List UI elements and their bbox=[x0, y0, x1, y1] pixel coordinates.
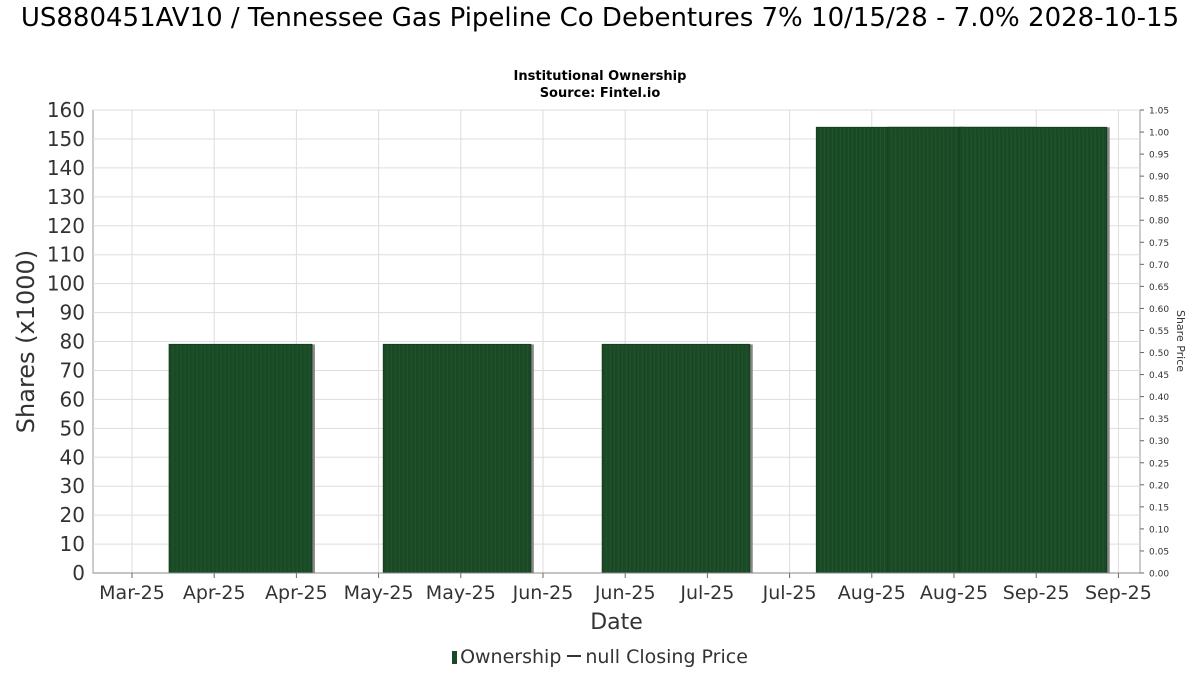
y-tick-label: 70 bbox=[60, 358, 85, 382]
y2-tick-label: 0.35 bbox=[1149, 415, 1169, 425]
y-tick-label: 90 bbox=[60, 301, 85, 325]
y2-tick-label: 0.75 bbox=[1149, 239, 1169, 249]
y2-axis-label: Share Price bbox=[1174, 310, 1187, 372]
x-tick-label: Aug-25 bbox=[920, 582, 988, 604]
y-tick-label: 80 bbox=[60, 330, 85, 354]
x-tick-label: Jul-25 bbox=[679, 582, 734, 604]
y2-tick-label: 0.50 bbox=[1149, 349, 1169, 359]
y2-tick-label: 0.55 bbox=[1149, 327, 1169, 337]
y-tick-label: 130 bbox=[47, 185, 85, 209]
x-tick-label: Sep-25 bbox=[1085, 582, 1152, 604]
y-tick-label: 10 bbox=[60, 532, 85, 556]
subtitle-line-2: Source: Fintel.io bbox=[539, 86, 661, 101]
x-tick-label: Jul-25 bbox=[762, 582, 817, 604]
y2-tick-label: 0.95 bbox=[1149, 151, 1169, 161]
y-tick-label: 60 bbox=[60, 387, 85, 411]
legend-price-swatch bbox=[567, 655, 582, 657]
y-tick-label: 150 bbox=[47, 127, 85, 151]
y-tick-label: 120 bbox=[47, 214, 85, 238]
y-tick-label: 30 bbox=[60, 474, 85, 498]
y-tick-label: 140 bbox=[47, 156, 85, 180]
y-tick-label: 50 bbox=[60, 416, 85, 440]
x-tick-label: Apr-25 bbox=[265, 582, 328, 604]
x-tick-label: Jun-25 bbox=[594, 582, 656, 604]
x-tick-label: Sep-25 bbox=[1003, 582, 1070, 604]
y-tick-label: 0 bbox=[72, 561, 85, 585]
x-tick-label: Apr-25 bbox=[183, 582, 246, 604]
y2-tick-label: 0.40 bbox=[1149, 393, 1169, 403]
y2-tick-label: 0.30 bbox=[1149, 437, 1169, 447]
ownership-bar bbox=[958, 126, 1108, 574]
x-axis-label: Date bbox=[590, 610, 643, 635]
y2-tick-label: 0.70 bbox=[1149, 261, 1169, 271]
chart-subtitle: Institutional Ownership Source: Fintel.i… bbox=[0, 68, 1200, 102]
y2-tick-label: 0.80 bbox=[1149, 217, 1169, 227]
y2-tick-label: 1.00 bbox=[1149, 129, 1169, 139]
x-tick-label: Jun-25 bbox=[512, 582, 574, 604]
y-tick-label: 20 bbox=[60, 503, 85, 527]
y-tick-label: 110 bbox=[47, 243, 85, 267]
legend-price-label: null Closing Price bbox=[585, 646, 748, 668]
y2-tick-label: 0.90 bbox=[1149, 173, 1169, 183]
y2-tick-label: 0.10 bbox=[1149, 525, 1169, 535]
y-tick-label: 40 bbox=[60, 445, 85, 469]
y2-tick-label: 0.25 bbox=[1149, 459, 1169, 469]
y-tick-label: 100 bbox=[47, 272, 85, 296]
y-tick-label: 160 bbox=[47, 98, 85, 122]
y2-tick-label: 0.60 bbox=[1149, 305, 1169, 315]
ownership-bar bbox=[601, 343, 751, 574]
y-axis-label: Shares (x1000) bbox=[12, 250, 40, 433]
ownership-bar bbox=[382, 343, 532, 574]
y2-tick-label: 0.00 bbox=[1149, 570, 1169, 580]
y2-tick-label: 0.65 bbox=[1149, 283, 1169, 293]
y2-tick-label: 0.15 bbox=[1149, 503, 1169, 513]
legend-ownership-label: Ownership bbox=[460, 646, 562, 668]
x-tick-label: Aug-25 bbox=[838, 582, 906, 604]
x-tick-label: Mar-25 bbox=[99, 582, 165, 604]
y2-tick-label: 0.45 bbox=[1149, 371, 1169, 381]
chart-title: US880451AV10 / Tennessee Gas Pipeline Co… bbox=[20, 3, 1180, 33]
legend-ownership-swatch bbox=[452, 651, 458, 664]
legend: Ownership null Closing Price bbox=[0, 646, 1200, 668]
y2-tick-label: 0.05 bbox=[1149, 547, 1169, 557]
subtitle-line-1: Institutional Ownership bbox=[513, 69, 687, 84]
ownership-bar bbox=[168, 343, 313, 574]
x-tick-label: May-25 bbox=[426, 582, 496, 604]
y2-tick-label: 0.20 bbox=[1149, 481, 1169, 491]
x-tick-label: May-25 bbox=[344, 582, 414, 604]
y2-tick-label: 1.05 bbox=[1149, 107, 1169, 117]
y2-tick-label: 0.85 bbox=[1149, 195, 1169, 205]
